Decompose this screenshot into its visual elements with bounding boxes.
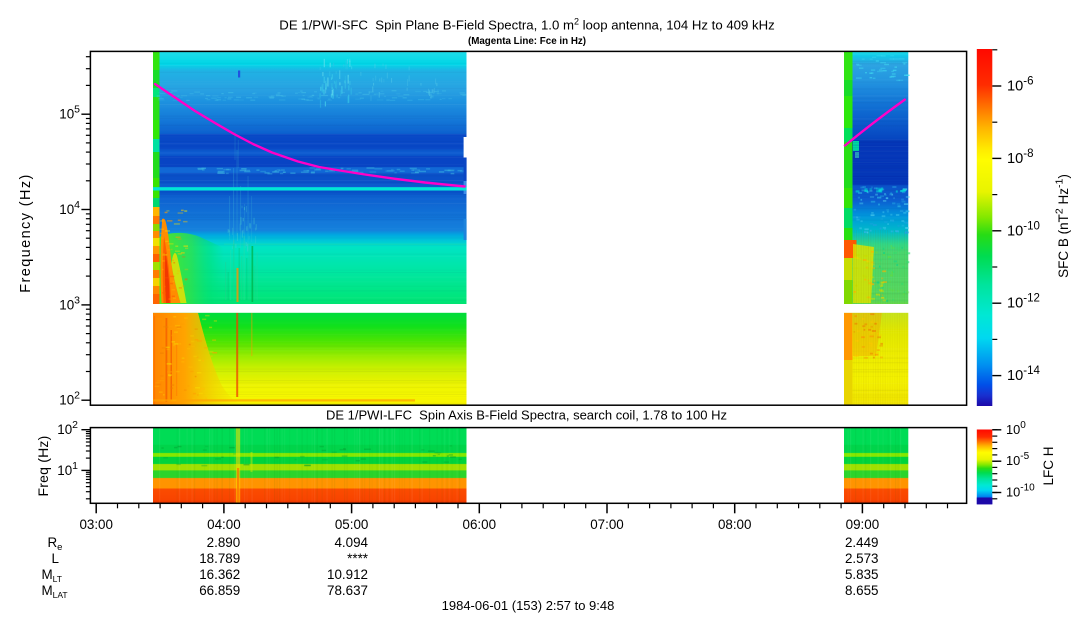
svg-text:2.890: 2.890 [207,535,241,550]
svg-text:04:00: 04:00 [207,517,241,532]
svg-text:DE 1/PWI-SFC Spin Plane B-Fie: DE 1/PWI-SFC Spin Plane B-Field Spectra,… [279,17,774,33]
svg-text:4.094: 4.094 [334,535,368,550]
svg-text:06:00: 06:00 [463,517,497,532]
svg-text:****: **** [347,551,368,566]
svg-text:Freq (Hz): Freq (Hz) [35,436,51,497]
svg-text:07:00: 07:00 [590,517,624,532]
svg-text:10.912: 10.912 [327,567,368,582]
svg-text:2.449: 2.449 [845,535,879,550]
svg-text:Frequency (Hz): Frequency (Hz) [18,173,34,293]
svg-text:66.859: 66.859 [199,583,240,598]
svg-text:(Magenta Line: Fce in Hz): (Magenta Line: Fce in Hz) [468,36,586,47]
svg-text:1984-06-01 (153) 2:57 to 9:48: 1984-06-01 (153) 2:57 to 9:48 [442,598,615,613]
svg-text:DE 1/PWI-LFC Spin Axis B-Fiel: DE 1/PWI-LFC Spin Axis B-Field Spectra, … [326,408,727,423]
svg-text:08:00: 08:00 [718,517,752,532]
svg-text:09:00: 09:00 [846,517,880,532]
svg-text:18.789: 18.789 [199,551,240,566]
svg-text:05:00: 05:00 [335,517,369,532]
svg-text:2.573: 2.573 [845,551,879,566]
svg-text:03:00: 03:00 [79,517,113,532]
svg-text:L: L [52,551,59,566]
svg-text:LFC H: LFC H [1041,446,1056,485]
svg-text:8.655: 8.655 [845,583,879,598]
svg-text:SFC B (nT2 Hz-1): SFC B (nT2 Hz-1) [1054,174,1072,278]
svg-text:16.362: 16.362 [199,567,240,582]
svg-text:5.835: 5.835 [845,567,879,582]
svg-text:78.637: 78.637 [327,583,368,598]
